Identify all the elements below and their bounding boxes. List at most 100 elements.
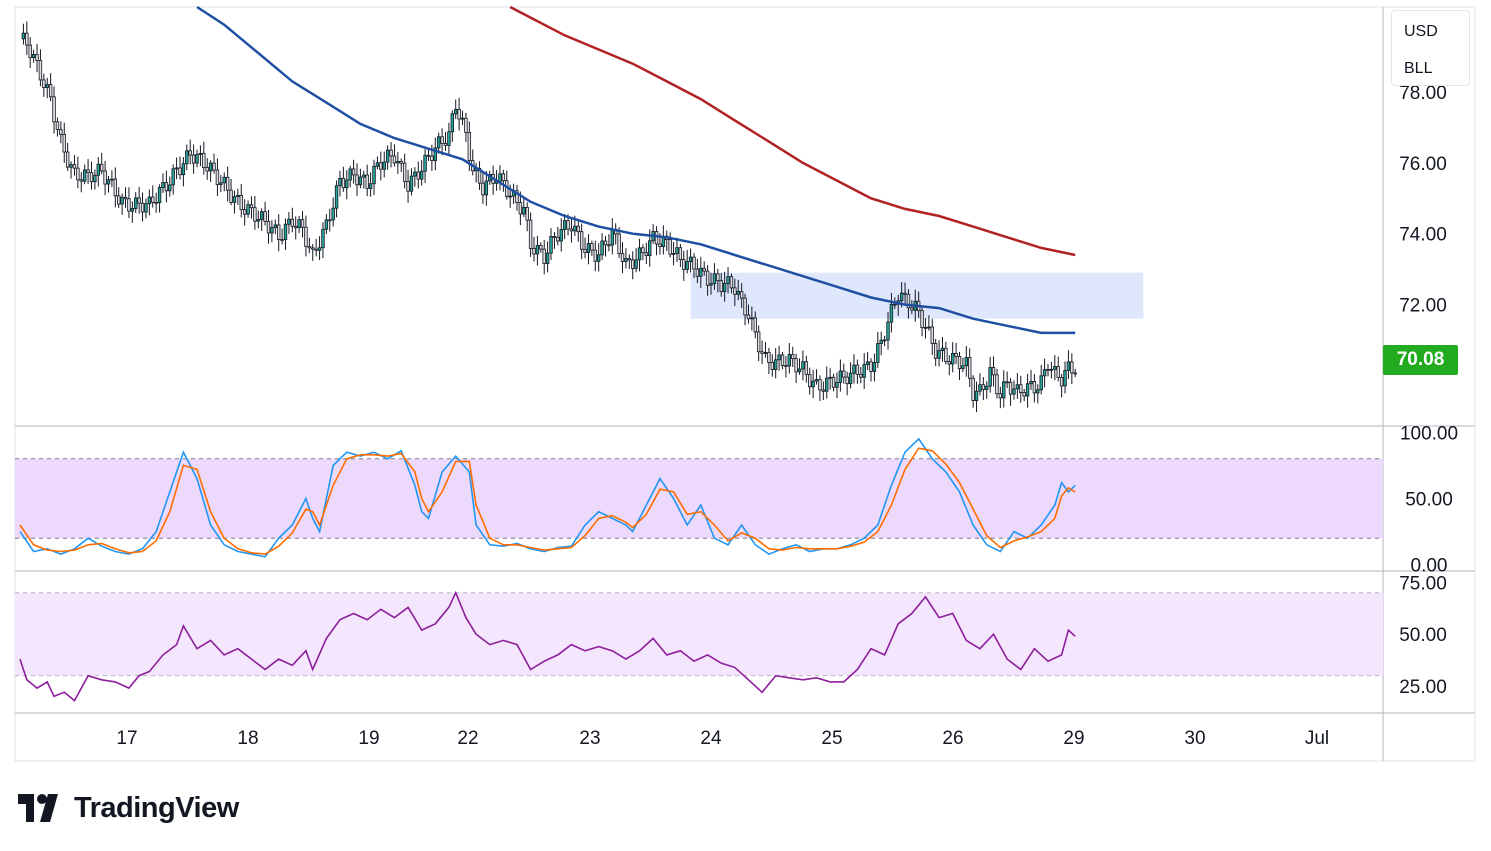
bull-candle (498, 173, 502, 183)
bull-candle (161, 182, 165, 188)
bull-candle (825, 377, 829, 392)
bull-candle (828, 376, 832, 379)
quote-currency-label: USD (1404, 23, 1438, 40)
rsi-pane (15, 590, 1383, 702)
bull-candle (773, 359, 778, 370)
bear-candle (678, 247, 683, 260)
bear-candle (266, 221, 271, 234)
bear-candle (38, 60, 43, 81)
bull-candle (297, 219, 301, 229)
bear-candle (55, 121, 60, 131)
bull-candle (198, 152, 203, 155)
bull-candle (1053, 366, 1057, 370)
bull-candle (964, 357, 969, 367)
bear-candle (406, 180, 410, 192)
bear-candle (440, 136, 444, 144)
bull-candle (368, 183, 373, 189)
bull-candle (171, 168, 175, 186)
time-tick-label: Jul (1305, 728, 1329, 749)
bear-candle (719, 280, 723, 292)
bear-candle (818, 379, 822, 391)
bear-candle (25, 32, 29, 46)
bear-candle (341, 177, 346, 189)
bear-candle (76, 167, 80, 181)
bull-candle (712, 273, 717, 285)
bull-candle (688, 256, 693, 263)
bull-candle (893, 303, 897, 306)
bear-candle (137, 197, 141, 204)
bull-candle (596, 254, 601, 262)
bear-candle (539, 245, 543, 250)
bull-candle (508, 195, 512, 198)
symbol-label: BLL (1404, 60, 1433, 77)
bear-candle (117, 195, 121, 205)
bear-candle (242, 209, 247, 215)
bear-candle (212, 162, 216, 171)
bear-candle (416, 171, 420, 180)
bear-candle (791, 354, 795, 360)
bull-candle (648, 240, 652, 257)
bear-candle (654, 231, 659, 245)
bull-candle (1012, 388, 1016, 395)
bull-candle (45, 84, 49, 88)
bull-candle (385, 149, 390, 163)
bull-candle (423, 154, 427, 172)
bull-candle (120, 196, 124, 205)
bear-candle (304, 226, 308, 247)
bull-candle (96, 163, 100, 176)
bear-candle (1059, 377, 1064, 387)
bull-candle (130, 208, 135, 212)
bear-candle (957, 356, 962, 370)
bear-candle (477, 167, 482, 184)
rsi-line (19, 590, 1076, 702)
bull-candle (889, 303, 894, 323)
bear-candle (920, 310, 924, 328)
bull-candle (978, 384, 982, 392)
bear-candle (525, 207, 529, 221)
bear-candle (991, 367, 996, 376)
bull-candle (287, 218, 291, 225)
bull-candle (396, 160, 400, 164)
bull-candle (974, 390, 979, 401)
bear-candle (855, 364, 860, 375)
brand-name: TradingView (74, 791, 239, 824)
bull-candle (927, 326, 931, 329)
bear-candle (263, 211, 267, 222)
bear-candle (202, 152, 206, 168)
bear-candle (1056, 366, 1060, 378)
bear-candle (311, 247, 315, 250)
bear-candle (379, 162, 383, 170)
currency-selector[interactable]: USD BLL (1391, 10, 1470, 86)
bear-candle (859, 373, 863, 378)
bear-candle (933, 343, 938, 359)
bear-candle (906, 293, 911, 309)
time-tick-label: 22 (457, 728, 478, 749)
tradingview-brand[interactable]: TradingView (18, 788, 239, 828)
bear-candle (767, 352, 771, 363)
bull-candle (988, 367, 992, 387)
bull-candle (882, 339, 887, 342)
bull-candle (573, 225, 577, 232)
bear-candle (910, 307, 914, 311)
bull-candle (419, 170, 424, 180)
bear-candle (556, 236, 560, 242)
bull-candle (450, 113, 455, 133)
moving-average-fast-line (196, 5, 1076, 335)
bull-candle (273, 224, 277, 228)
bear-candle (569, 228, 574, 232)
bear-candle (583, 248, 587, 253)
bear-candle (603, 240, 608, 246)
time-tick-label: 29 (1063, 728, 1084, 749)
bull-candle (338, 177, 342, 187)
bear-candle (831, 376, 836, 388)
bear-candle (178, 167, 182, 176)
bull-candle (454, 108, 458, 115)
chart-frame (14, 6, 1476, 762)
bull-candle (535, 245, 540, 255)
bull-candle (256, 219, 260, 222)
bear-candle (590, 243, 594, 251)
bear-candle (457, 108, 461, 120)
bull-candle (375, 162, 380, 167)
bull-candle (961, 365, 965, 370)
